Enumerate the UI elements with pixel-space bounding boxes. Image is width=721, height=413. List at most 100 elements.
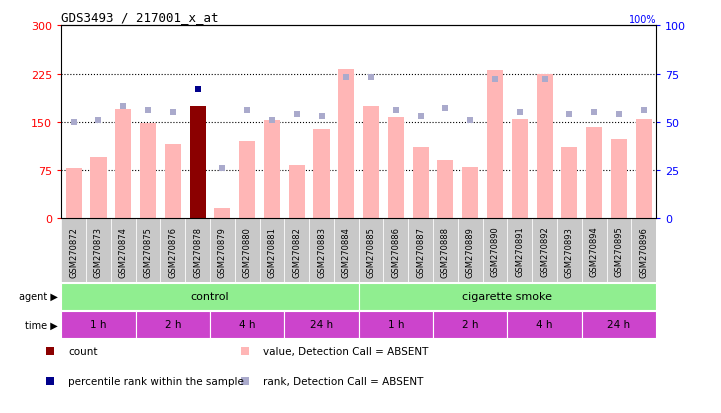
Bar — [487, 71, 503, 218]
Bar — [632, 218, 656, 282]
Text: agent ▶: agent ▶ — [19, 292, 58, 301]
Text: 100%: 100% — [629, 14, 656, 24]
Bar — [582, 311, 656, 338]
Bar — [214, 209, 231, 218]
Text: 24 h: 24 h — [310, 320, 333, 330]
Bar — [136, 218, 161, 282]
Bar — [235, 218, 260, 282]
Text: GSM270889: GSM270889 — [466, 226, 474, 277]
Bar — [438, 161, 454, 218]
Bar — [140, 124, 156, 218]
Bar — [90, 158, 107, 218]
Bar — [359, 283, 656, 310]
Bar — [482, 218, 508, 282]
Bar — [334, 218, 359, 282]
Text: GSM270872: GSM270872 — [69, 226, 78, 277]
Text: GSM270892: GSM270892 — [540, 226, 549, 277]
Text: GSM270887: GSM270887 — [416, 226, 425, 277]
Bar — [284, 218, 309, 282]
Text: 1 h: 1 h — [388, 320, 404, 330]
Text: GSM270883: GSM270883 — [317, 226, 326, 277]
Text: time ▶: time ▶ — [25, 320, 58, 330]
Bar — [606, 218, 632, 282]
Text: GSM270881: GSM270881 — [267, 226, 276, 277]
Text: GSM270893: GSM270893 — [565, 226, 574, 277]
Bar — [190, 107, 205, 218]
Text: GSM270880: GSM270880 — [243, 226, 252, 277]
Bar — [433, 218, 458, 282]
Bar — [586, 128, 602, 218]
Bar — [388, 117, 404, 218]
Text: GSM270882: GSM270882 — [292, 226, 301, 277]
Bar — [309, 218, 334, 282]
Bar — [532, 218, 557, 282]
Text: 2 h: 2 h — [164, 320, 181, 330]
Bar — [111, 218, 136, 282]
Text: 2 h: 2 h — [462, 320, 479, 330]
Bar — [61, 283, 359, 310]
Text: 24 h: 24 h — [607, 320, 630, 330]
Text: GSM270884: GSM270884 — [342, 226, 351, 277]
Text: GSM270886: GSM270886 — [392, 226, 400, 277]
Bar — [264, 121, 280, 218]
Bar — [462, 167, 478, 218]
Bar — [412, 148, 429, 218]
Bar — [508, 218, 532, 282]
Bar — [363, 107, 379, 218]
Bar — [582, 218, 606, 282]
Bar — [338, 70, 354, 218]
Text: 4 h: 4 h — [239, 320, 255, 330]
Bar — [359, 311, 433, 338]
Bar — [512, 119, 528, 218]
Bar — [185, 218, 210, 282]
Bar — [61, 311, 136, 338]
Text: GSM270895: GSM270895 — [614, 226, 624, 277]
Bar — [66, 169, 81, 218]
Bar — [611, 140, 627, 218]
Text: GSM270890: GSM270890 — [490, 226, 500, 277]
Text: GDS3493 / 217001_x_at: GDS3493 / 217001_x_at — [61, 11, 218, 24]
Text: GSM270888: GSM270888 — [441, 226, 450, 277]
Bar — [115, 109, 131, 218]
Text: GSM270874: GSM270874 — [119, 226, 128, 277]
Text: cigarette smoke: cigarette smoke — [462, 292, 552, 301]
Bar — [536, 74, 552, 218]
Text: rank, Detection Call = ABSENT: rank, Detection Call = ABSENT — [263, 376, 423, 386]
Bar — [359, 218, 384, 282]
Text: GSM270875: GSM270875 — [143, 226, 153, 277]
Bar — [288, 166, 305, 218]
Bar — [408, 218, 433, 282]
Text: control: control — [190, 292, 229, 301]
Bar — [136, 311, 210, 338]
Text: GSM270878: GSM270878 — [193, 226, 202, 277]
Bar — [210, 311, 284, 338]
Bar — [636, 119, 652, 218]
Bar — [458, 218, 482, 282]
Bar — [210, 218, 235, 282]
Bar — [284, 311, 359, 338]
Bar — [61, 218, 86, 282]
Text: GSM270891: GSM270891 — [516, 226, 524, 277]
Text: GSM270894: GSM270894 — [590, 226, 598, 277]
Text: 4 h: 4 h — [536, 320, 553, 330]
Bar — [384, 218, 408, 282]
Text: GSM270896: GSM270896 — [640, 226, 648, 277]
Text: 1 h: 1 h — [90, 320, 107, 330]
Text: percentile rank within the sample: percentile rank within the sample — [68, 376, 244, 386]
Bar — [86, 218, 111, 282]
Bar — [433, 311, 508, 338]
Text: value, Detection Call = ABSENT: value, Detection Call = ABSENT — [263, 347, 428, 356]
Bar — [161, 218, 185, 282]
Bar — [239, 142, 255, 218]
Bar — [260, 218, 284, 282]
Bar — [508, 311, 582, 338]
Bar — [562, 148, 578, 218]
Bar — [557, 218, 582, 282]
Bar — [314, 130, 329, 218]
Text: count: count — [68, 347, 98, 356]
Text: GSM270876: GSM270876 — [168, 226, 177, 277]
Text: GSM270885: GSM270885 — [366, 226, 376, 277]
Text: GSM270873: GSM270873 — [94, 226, 103, 277]
Text: GSM270879: GSM270879 — [218, 226, 227, 277]
Bar — [165, 145, 181, 218]
